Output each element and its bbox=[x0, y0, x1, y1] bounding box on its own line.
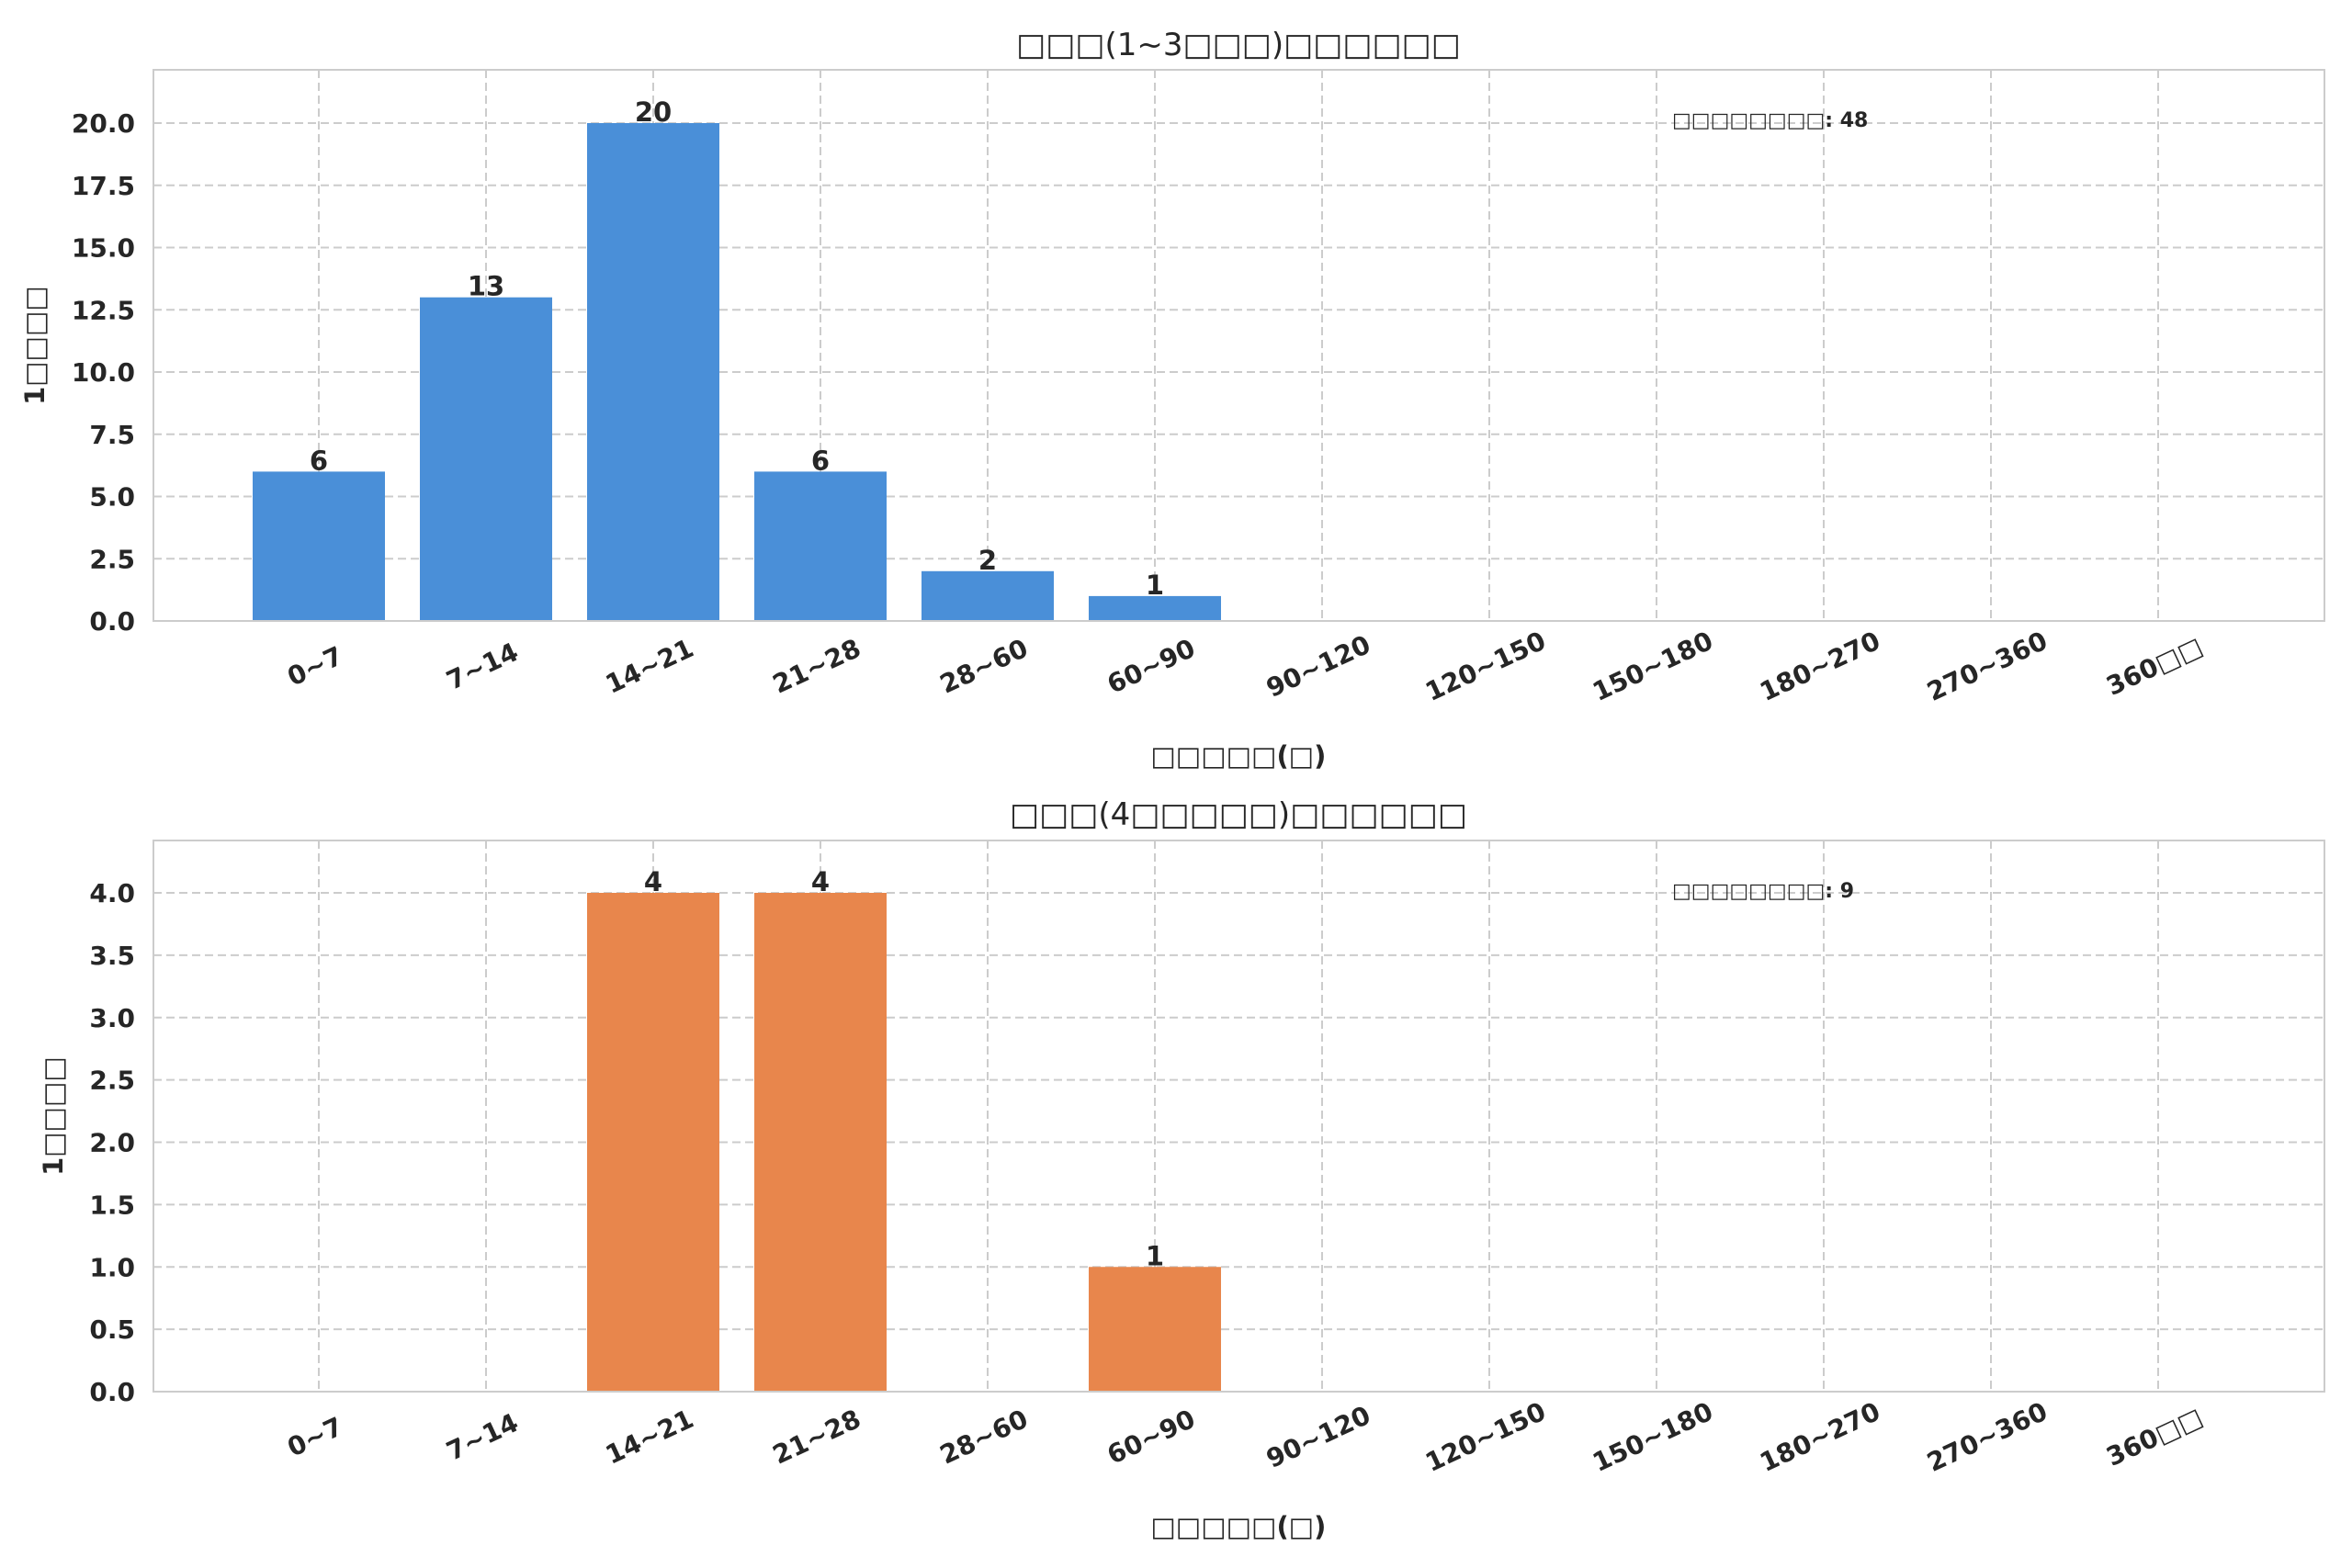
bar-28~60 bbox=[922, 570, 1054, 621]
x-tick-label: 60~90 bbox=[1102, 1404, 1200, 1471]
y-tick-label: 0.0 bbox=[89, 606, 135, 637]
x-axis-label: □□□□□(□) bbox=[1151, 740, 1327, 772]
y-tick-label: 0.5 bbox=[89, 1314, 135, 1345]
x-tick-label: 14~21 bbox=[601, 1404, 698, 1471]
y-tick-label: 1.0 bbox=[89, 1252, 135, 1282]
bar-14~21 bbox=[587, 893, 719, 1392]
data-label: 1 bbox=[1146, 1240, 1164, 1271]
x-tick-label: 360□□ bbox=[2102, 1402, 2208, 1472]
x-tick-label: 90~120 bbox=[1261, 1400, 1374, 1474]
bar-14~21 bbox=[587, 123, 719, 621]
bar-60~90 bbox=[1089, 1267, 1221, 1392]
data-label: 6 bbox=[811, 445, 830, 476]
chart-panel-2: 4 4 1 0.0 0.5 1.0 1.5 2.0 2.5 3.0 3.5 4.0 0~7 7~14 14~… bbox=[38, 796, 2325, 1542]
bar-21~28 bbox=[754, 471, 887, 621]
x-tick-label: 14~21 bbox=[601, 633, 698, 700]
y-tick-label: 1.5 bbox=[89, 1190, 135, 1220]
chart-title: □□□(1~3□□□)□□□□□□ bbox=[1016, 27, 1461, 63]
x-tick-label: 180~270 bbox=[1755, 1396, 1884, 1478]
x-tick-label: 7~14 bbox=[442, 1407, 523, 1467]
data-label: 4 bbox=[811, 866, 830, 897]
bar-60~90 bbox=[1089, 595, 1221, 621]
plot-frame bbox=[153, 69, 2325, 622]
y-tick-label: 15.0 bbox=[72, 233, 135, 264]
x-tick-label: 150~180 bbox=[1588, 626, 1717, 707]
x-tick-label: 270~360 bbox=[1922, 1396, 2052, 1478]
x-tick-label: 28~60 bbox=[935, 633, 1033, 700]
chart-panel-1: 613206210.02.55.07.510.012.515.017.520.0… bbox=[19, 27, 2325, 772]
y-tick-label: 3.0 bbox=[89, 1003, 135, 1033]
x-tick-label: 360□□ bbox=[2102, 631, 2208, 702]
x-tick-label: 21~28 bbox=[768, 1404, 865, 1471]
x-tick-label: 21~28 bbox=[768, 633, 865, 700]
x-tick-label: 7~14 bbox=[442, 637, 523, 696]
y-tick-label: 12.5 bbox=[72, 295, 135, 325]
x-tick-label: 0~7 bbox=[283, 1411, 348, 1462]
data-label: 20 bbox=[635, 96, 672, 128]
y-tick-label: 2.0 bbox=[89, 1128, 135, 1158]
plot-frame bbox=[153, 840, 2325, 1393]
y-tick-label: 17.5 bbox=[72, 171, 135, 201]
data-label: 4 bbox=[644, 866, 662, 897]
total-count-annotation: □□□□□□□□: 9 bbox=[1672, 880, 1854, 903]
data-label: 6 bbox=[310, 445, 328, 476]
total-count-annotation: □□□□□□□□: 48 bbox=[1672, 109, 1868, 132]
x-tick-label: 120~150 bbox=[1420, 626, 1550, 707]
data-label: 13 bbox=[468, 271, 504, 302]
x-tick-label: 270~360 bbox=[1922, 626, 2052, 707]
x-tick-label: 150~180 bbox=[1588, 1396, 1717, 1478]
y-tick-label: 10.0 bbox=[72, 357, 135, 388]
x-tick-label: 180~270 bbox=[1755, 626, 1884, 707]
y-tick-label: 0.0 bbox=[89, 1377, 135, 1407]
x-tick-label: 120~150 bbox=[1420, 1396, 1550, 1478]
bar-21~28 bbox=[754, 893, 887, 1392]
y-axis-label: 1□□□□ bbox=[38, 1056, 69, 1176]
x-axis-label: □□□□□(□) bbox=[1151, 1511, 1327, 1542]
y-axis-label: 1□□□□ bbox=[19, 286, 51, 405]
chart-title: □□□(4□□□□□)□□□□□□ bbox=[1010, 796, 1467, 833]
y-tick-label: 7.5 bbox=[89, 420, 135, 450]
x-tick-label: 60~90 bbox=[1102, 633, 1200, 700]
data-label: 2 bbox=[978, 545, 997, 576]
bar-7~14 bbox=[420, 297, 552, 621]
y-tick-label: 3.5 bbox=[89, 941, 135, 971]
y-tick-label: 20.0 bbox=[72, 108, 135, 139]
bar-0~7 bbox=[253, 471, 385, 621]
y-tick-label: 4.0 bbox=[89, 878, 135, 908]
y-tick-label: 5.0 bbox=[89, 482, 135, 513]
x-tick-label: 28~60 bbox=[935, 1404, 1033, 1471]
data-label: 1 bbox=[1146, 570, 1164, 601]
y-tick-label: 2.5 bbox=[89, 544, 135, 574]
y-tick-label: 2.5 bbox=[89, 1066, 135, 1096]
x-tick-label: 90~120 bbox=[1261, 629, 1374, 704]
x-tick-label: 0~7 bbox=[283, 640, 348, 692]
